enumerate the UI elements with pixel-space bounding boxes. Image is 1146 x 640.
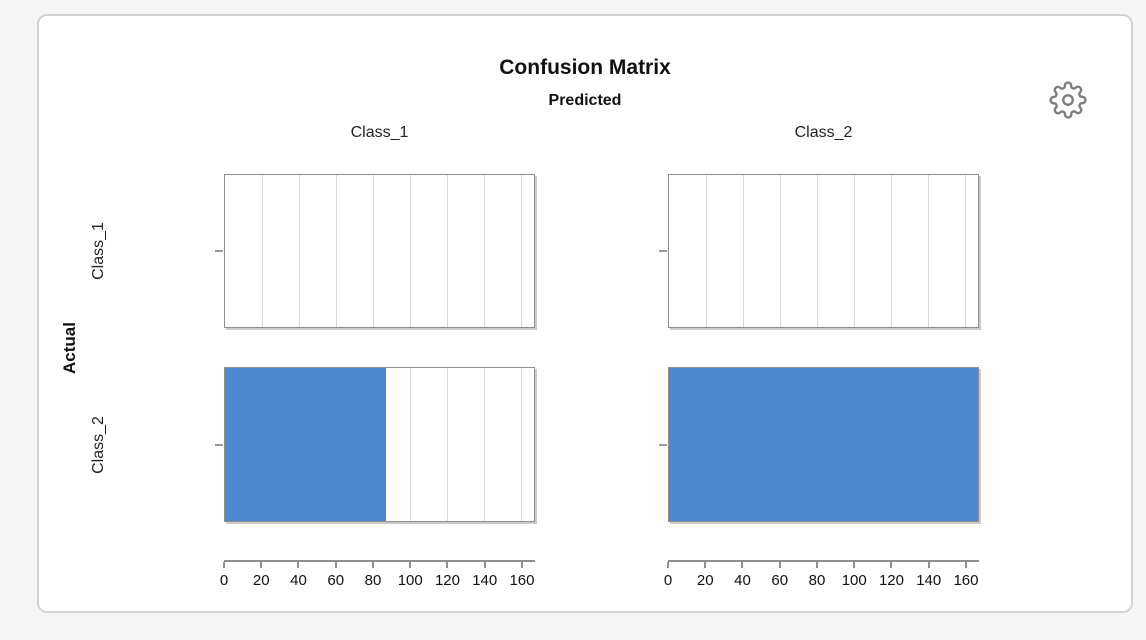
x-tick-label: 0 xyxy=(219,572,229,589)
settings-button[interactable] xyxy=(1047,80,1089,122)
x-tick-label: 60 xyxy=(327,572,345,589)
x-tick-label: 20 xyxy=(252,572,270,589)
chart-title: Confusion Matrix xyxy=(499,56,671,79)
x-tick-label: 140 xyxy=(472,572,498,589)
gridline xyxy=(484,175,486,327)
x-axis-tick xyxy=(927,562,930,568)
actual-axis-title: Actual xyxy=(60,322,79,374)
x-tick-label: 100 xyxy=(397,572,423,589)
gridline xyxy=(706,175,707,327)
gridline xyxy=(743,175,744,327)
x-axis-tick xyxy=(334,562,337,568)
gridline xyxy=(891,175,893,327)
x-axis-tick xyxy=(483,562,486,568)
x-tick-label: 80 xyxy=(364,572,382,589)
chart-card: Confusion Matrix Predicted Class_1 Class… xyxy=(37,14,1133,613)
x-axis-tick xyxy=(667,562,669,568)
x-axis-tick xyxy=(741,562,744,568)
matrix-panel-actual1-pred2 xyxy=(668,174,979,328)
x-tick-label: 60 xyxy=(771,572,789,589)
gridline xyxy=(410,368,412,521)
gridline xyxy=(336,175,338,327)
matrix-panel-actual1-pred1 xyxy=(224,174,535,328)
x-axis-tick xyxy=(371,562,374,568)
x-axis-tick xyxy=(964,562,967,568)
gridline xyxy=(447,175,449,327)
x-axis-tick xyxy=(409,562,412,568)
x-tick-label: 20 xyxy=(696,572,714,589)
matrix-panel-actual2-pred1 xyxy=(224,367,535,522)
x-tick-label: 80 xyxy=(808,572,826,589)
bar-actual-Class_2-pred-Class_1 xyxy=(225,368,386,521)
x-axis-tick xyxy=(778,562,781,568)
x-axis-tick xyxy=(223,562,225,568)
gridline xyxy=(447,368,449,521)
x-axis-tick xyxy=(260,562,263,568)
x-axis-line xyxy=(224,560,535,562)
gridline xyxy=(484,368,486,521)
x-axis-pred1: 0 20 40 60 80 100 120 140 160 xyxy=(220,560,535,602)
gridline xyxy=(521,175,523,327)
x-tick-label: 140 xyxy=(916,572,942,589)
column-header-class-1: Class_1 xyxy=(350,124,409,141)
row-label-class-1: Class_1 xyxy=(90,222,107,280)
x-axis-tick xyxy=(890,562,893,568)
x-axis-pred2: 0 20 40 60 80 100 120 140 160 xyxy=(664,560,979,602)
gridline xyxy=(817,175,819,327)
gear-icon xyxy=(1049,80,1087,119)
column-header-class-2: Class_2 xyxy=(794,124,853,141)
gridline xyxy=(854,175,856,327)
gridline xyxy=(410,175,412,327)
x-axis-tick xyxy=(704,562,707,568)
matrix-panel-actual2-pred2 xyxy=(668,367,979,522)
gridline xyxy=(521,368,523,521)
x-axis-tick xyxy=(446,562,449,568)
gridline xyxy=(373,175,375,327)
predicted-axis-title: Predicted xyxy=(548,92,622,109)
x-axis-tick xyxy=(815,562,818,568)
gridline xyxy=(262,175,263,327)
x-tick-label: 160 xyxy=(953,572,979,589)
x-tick-label: 120 xyxy=(878,572,904,589)
x-axis-tick xyxy=(853,562,856,568)
x-tick-label: 160 xyxy=(509,572,535,589)
gridline xyxy=(928,175,930,327)
x-tick-label: 0 xyxy=(663,572,673,589)
x-tick-label: 40 xyxy=(734,572,751,589)
gridline xyxy=(780,175,782,327)
gridline xyxy=(299,175,300,327)
bar-actual-Class_2-pred-Class_2 xyxy=(669,368,978,521)
x-axis-line xyxy=(668,560,979,562)
gridline xyxy=(965,175,967,327)
x-tick-label: 100 xyxy=(841,572,867,589)
x-axis-tick xyxy=(520,562,523,568)
x-tick-label: 120 xyxy=(434,572,460,589)
x-axis-tick xyxy=(297,562,300,568)
x-tick-label: 40 xyxy=(290,572,307,589)
row-label-class-2: Class_2 xyxy=(90,416,107,474)
